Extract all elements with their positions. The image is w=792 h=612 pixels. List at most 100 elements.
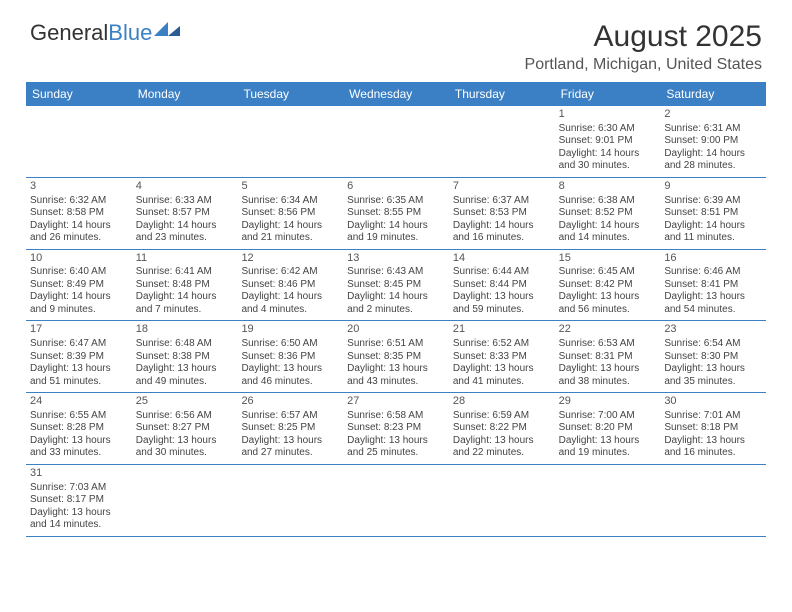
day-detail-line: Sunset: 8:52 PM	[559, 207, 657, 220]
day-detail-line: Sunrise: 6:54 AM	[664, 338, 762, 351]
day-detail-line: Daylight: 14 hours	[347, 220, 445, 233]
day-detail-line: Daylight: 14 hours	[136, 291, 234, 304]
day-detail-line: Sunrise: 6:46 AM	[664, 266, 762, 279]
day-detail-line: Sunset: 8:49 PM	[30, 279, 128, 292]
day-detail-line: and 41 minutes.	[453, 376, 551, 389]
title-block: August 2025 Portland, Michigan, United S…	[525, 20, 762, 74]
day-detail-line: Sunset: 8:51 PM	[664, 207, 762, 220]
calendar-body: 1Sunrise: 6:30 AMSunset: 9:01 PMDaylight…	[26, 106, 766, 537]
day-detail-line: Sunrise: 6:53 AM	[559, 338, 657, 351]
day-detail-line: Daylight: 13 hours	[347, 435, 445, 448]
day-detail-line: Sunrise: 6:45 AM	[559, 266, 657, 279]
calendar-day-cell: 26Sunrise: 6:57 AMSunset: 8:25 PMDayligh…	[237, 393, 343, 464]
day-number: 29	[559, 395, 657, 409]
day-detail-line: and 7 minutes.	[136, 304, 234, 317]
day-number: 2	[664, 108, 762, 122]
day-detail-line: Daylight: 13 hours	[559, 291, 657, 304]
calendar-empty-cell	[449, 106, 555, 177]
day-number: 25	[136, 395, 234, 409]
day-number: 20	[347, 323, 445, 337]
day-detail-line: and 30 minutes.	[559, 160, 657, 173]
calendar-empty-cell	[343, 106, 449, 177]
day-detail-line: and 21 minutes.	[241, 232, 339, 245]
day-detail-line: and 38 minutes.	[559, 376, 657, 389]
day-detail-line: Sunset: 8:57 PM	[136, 207, 234, 220]
day-detail-line: Sunrise: 6:35 AM	[347, 195, 445, 208]
day-detail-line: Sunrise: 6:43 AM	[347, 266, 445, 279]
calendar-day-cell: 9Sunrise: 6:39 AMSunset: 8:51 PMDaylight…	[660, 178, 766, 249]
calendar-empty-cell	[26, 106, 132, 177]
day-detail-line: Daylight: 14 hours	[559, 220, 657, 233]
calendar-row: 17Sunrise: 6:47 AMSunset: 8:39 PMDayligh…	[26, 321, 766, 393]
day-number: 12	[241, 252, 339, 266]
day-detail-line: Sunset: 8:48 PM	[136, 279, 234, 292]
calendar-row: 1Sunrise: 6:30 AMSunset: 9:01 PMDaylight…	[26, 106, 766, 178]
day-detail-line: Sunrise: 6:41 AM	[136, 266, 234, 279]
calendar-empty-cell	[237, 106, 343, 177]
day-detail-line: Daylight: 13 hours	[453, 363, 551, 376]
day-number: 19	[241, 323, 339, 337]
day-detail-line: Daylight: 14 hours	[664, 148, 762, 161]
day-detail-line: Sunrise: 6:39 AM	[664, 195, 762, 208]
calendar-day-cell: 23Sunrise: 6:54 AMSunset: 8:30 PMDayligh…	[660, 321, 766, 392]
day-detail-line: Sunset: 8:55 PM	[347, 207, 445, 220]
calendar-day-cell: 30Sunrise: 7:01 AMSunset: 8:18 PMDayligh…	[660, 393, 766, 464]
day-number: 30	[664, 395, 762, 409]
day-number: 3	[30, 180, 128, 194]
day-detail-line: Daylight: 13 hours	[30, 435, 128, 448]
day-detail-line: Sunset: 8:44 PM	[453, 279, 551, 292]
day-detail-line: Daylight: 14 hours	[664, 220, 762, 233]
calendar-row: 10Sunrise: 6:40 AMSunset: 8:49 PMDayligh…	[26, 250, 766, 322]
day-detail-line: and 26 minutes.	[30, 232, 128, 245]
day-number: 11	[136, 252, 234, 266]
day-number: 13	[347, 252, 445, 266]
weekday-label: Monday	[132, 82, 238, 106]
day-detail-line: Sunset: 8:23 PM	[347, 422, 445, 435]
day-number: 1	[559, 108, 657, 122]
day-detail-line: Sunset: 8:25 PM	[241, 422, 339, 435]
calendar-day-cell: 29Sunrise: 7:00 AMSunset: 8:20 PMDayligh…	[555, 393, 661, 464]
day-detail-line: Sunrise: 6:42 AM	[241, 266, 339, 279]
day-number: 5	[241, 180, 339, 194]
day-detail-line: and 56 minutes.	[559, 304, 657, 317]
day-detail-line: and 14 minutes.	[30, 519, 128, 532]
day-detail-line: Sunset: 8:28 PM	[30, 422, 128, 435]
day-detail-line: Sunset: 9:00 PM	[664, 135, 762, 148]
weekday-label: Wednesday	[343, 82, 449, 106]
calendar-day-cell: 2Sunrise: 6:31 AMSunset: 9:00 PMDaylight…	[660, 106, 766, 177]
day-detail-line: Sunrise: 6:40 AM	[30, 266, 128, 279]
calendar-day-cell: 14Sunrise: 6:44 AMSunset: 8:44 PMDayligh…	[449, 250, 555, 321]
day-detail-line: Sunrise: 6:55 AM	[30, 410, 128, 423]
day-detail-line: Daylight: 14 hours	[30, 291, 128, 304]
day-detail-line: Daylight: 14 hours	[136, 220, 234, 233]
logo-flag-icon	[154, 20, 180, 46]
day-detail-line: Daylight: 14 hours	[453, 220, 551, 233]
day-number: 27	[347, 395, 445, 409]
day-detail-line: Sunset: 8:38 PM	[136, 351, 234, 364]
day-detail-line: Sunrise: 6:57 AM	[241, 410, 339, 423]
day-detail-line: and 2 minutes.	[347, 304, 445, 317]
day-detail-line: Daylight: 13 hours	[241, 435, 339, 448]
day-detail-line: and 35 minutes.	[664, 376, 762, 389]
weekday-label: Sunday	[26, 82, 132, 106]
day-detail-line: Daylight: 13 hours	[453, 291, 551, 304]
day-detail-line: Daylight: 14 hours	[347, 291, 445, 304]
calendar-day-cell: 20Sunrise: 6:51 AMSunset: 8:35 PMDayligh…	[343, 321, 449, 392]
day-detail-line: Sunset: 8:35 PM	[347, 351, 445, 364]
day-detail-line: Sunrise: 6:51 AM	[347, 338, 445, 351]
calendar-day-cell: 3Sunrise: 6:32 AMSunset: 8:58 PMDaylight…	[26, 178, 132, 249]
calendar-empty-cell	[237, 465, 343, 536]
calendar-day-cell: 5Sunrise: 6:34 AMSunset: 8:56 PMDaylight…	[237, 178, 343, 249]
day-detail-line: Sunset: 8:56 PM	[241, 207, 339, 220]
calendar-day-cell: 18Sunrise: 6:48 AMSunset: 8:38 PMDayligh…	[132, 321, 238, 392]
day-detail-line: and 33 minutes.	[30, 447, 128, 460]
logo-text-blue: Blue	[108, 20, 152, 46]
day-detail-line: Sunset: 8:46 PM	[241, 279, 339, 292]
day-detail-line: Daylight: 13 hours	[453, 435, 551, 448]
location-text: Portland, Michigan, United States	[525, 56, 762, 74]
calendar-day-cell: 27Sunrise: 6:58 AMSunset: 8:23 PMDayligh…	[343, 393, 449, 464]
month-title: August 2025	[525, 20, 762, 54]
day-detail-line: Sunset: 8:41 PM	[664, 279, 762, 292]
calendar-day-cell: 24Sunrise: 6:55 AMSunset: 8:28 PMDayligh…	[26, 393, 132, 464]
calendar: SundayMondayTuesdayWednesdayThursdayFrid…	[26, 82, 766, 537]
